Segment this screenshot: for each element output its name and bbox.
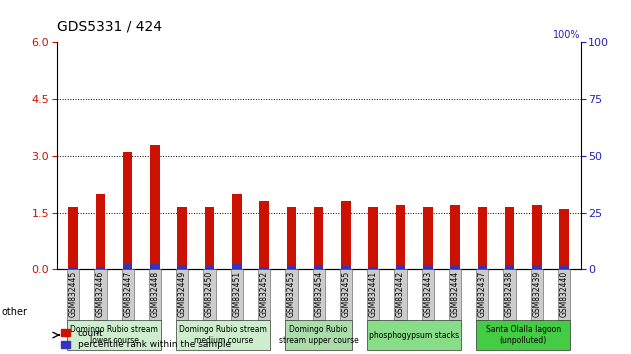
Bar — [476, 269, 488, 320]
Bar — [531, 269, 543, 320]
Text: GSM832449: GSM832449 — [178, 271, 187, 317]
Bar — [341, 201, 351, 269]
Bar — [176, 269, 189, 320]
Text: Domingo Rubio
stream upper course: Domingo Rubio stream upper course — [279, 325, 358, 345]
Bar — [259, 267, 269, 269]
Bar — [312, 269, 325, 320]
Text: 100%: 100% — [553, 30, 581, 40]
Bar — [532, 205, 541, 269]
Bar — [396, 205, 405, 269]
Text: GSM832442: GSM832442 — [396, 271, 405, 317]
Bar — [67, 269, 80, 320]
Bar — [150, 144, 160, 269]
Text: phosphogypsum stacks: phosphogypsum stacks — [369, 331, 459, 339]
Text: GSM832446: GSM832446 — [96, 271, 105, 317]
Text: GSM832454: GSM832454 — [314, 271, 323, 317]
Bar — [259, 201, 269, 269]
Text: GSM832450: GSM832450 — [205, 271, 214, 317]
Bar — [285, 269, 297, 320]
Text: GSM832451: GSM832451 — [232, 271, 241, 317]
Bar — [449, 269, 461, 320]
Bar — [478, 207, 487, 269]
Bar — [231, 269, 243, 320]
Text: GSM832448: GSM832448 — [150, 271, 160, 317]
Bar — [367, 269, 379, 320]
Bar — [67, 320, 161, 350]
Bar — [68, 267, 78, 269]
Bar — [396, 265, 405, 269]
Text: other: other — [1, 307, 27, 316]
Bar — [314, 267, 324, 269]
Bar — [68, 207, 78, 269]
Text: Domingo Rubio stream
lower course: Domingo Rubio stream lower course — [70, 325, 158, 345]
Text: GSM832453: GSM832453 — [287, 271, 296, 317]
Text: GSM832438: GSM832438 — [505, 271, 514, 317]
Bar — [423, 266, 432, 269]
Bar — [314, 207, 324, 269]
Bar — [367, 320, 461, 350]
Bar — [451, 266, 460, 269]
Text: Domingo Rubio stream
medium course: Domingo Rubio stream medium course — [179, 325, 267, 345]
Bar — [558, 269, 570, 320]
Bar — [478, 267, 487, 269]
Text: GSM832455: GSM832455 — [341, 271, 350, 317]
Bar — [505, 265, 514, 269]
Text: Santa Olalla lagoon
(unpolluted): Santa Olalla lagoon (unpolluted) — [486, 325, 561, 345]
Text: GSM832445: GSM832445 — [69, 271, 78, 317]
Bar — [232, 264, 242, 269]
Text: GSM832437: GSM832437 — [478, 271, 487, 317]
Bar — [394, 269, 406, 320]
Text: GDS5331 / 424: GDS5331 / 424 — [57, 19, 162, 34]
Text: GSM832441: GSM832441 — [369, 271, 378, 317]
Bar — [532, 265, 541, 269]
Bar — [341, 266, 351, 269]
Text: GSM832439: GSM832439 — [533, 271, 541, 317]
Bar — [258, 269, 270, 320]
Bar — [177, 207, 187, 269]
Bar — [504, 269, 516, 320]
Bar — [122, 269, 134, 320]
Bar — [205, 207, 215, 269]
Bar — [205, 266, 215, 269]
Bar — [285, 320, 352, 350]
Bar — [123, 152, 133, 269]
Bar — [96, 267, 105, 269]
Text: GSM832444: GSM832444 — [451, 271, 459, 317]
Bar — [123, 264, 133, 269]
Bar — [286, 207, 296, 269]
Bar — [340, 269, 352, 320]
Bar — [559, 267, 569, 269]
Bar — [232, 194, 242, 269]
Bar — [422, 269, 434, 320]
Bar — [177, 265, 187, 269]
Bar — [476, 320, 570, 350]
Bar — [149, 269, 161, 320]
Bar — [176, 320, 270, 350]
Text: GSM832440: GSM832440 — [560, 271, 569, 317]
Bar — [423, 207, 432, 269]
Bar — [451, 205, 460, 269]
Bar — [286, 266, 296, 269]
Text: GSM832452: GSM832452 — [259, 271, 269, 317]
Bar — [94, 269, 107, 320]
Bar — [203, 269, 216, 320]
Text: GSM832443: GSM832443 — [423, 271, 432, 317]
Bar — [369, 267, 378, 269]
Legend: count, percentile rank within the sample: count, percentile rank within the sample — [61, 329, 231, 349]
Bar — [150, 264, 160, 269]
Bar — [559, 209, 569, 269]
Bar — [505, 207, 514, 269]
Bar — [96, 194, 105, 269]
Text: GSM832447: GSM832447 — [123, 271, 133, 317]
Bar — [369, 207, 378, 269]
